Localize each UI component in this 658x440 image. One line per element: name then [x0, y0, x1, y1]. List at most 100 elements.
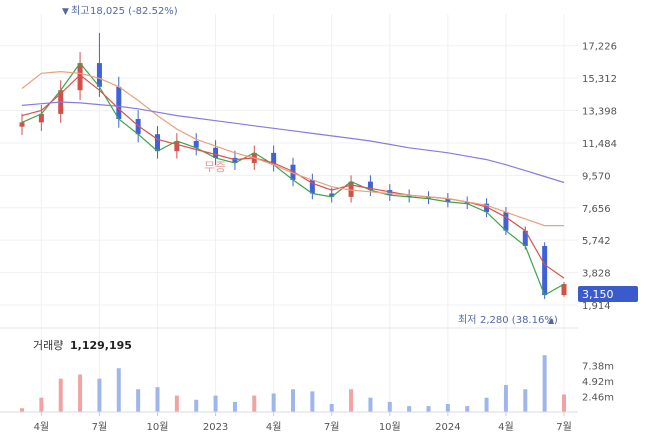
- volume-bar: [387, 401, 392, 412]
- candle-body: [213, 147, 219, 158]
- current-price-value: 3,150: [582, 288, 614, 301]
- y-tick-label: 13,398: [582, 107, 617, 118]
- candle-body: [19, 122, 25, 127]
- ma-long-line: [21, 70, 564, 227]
- x-tick-label: 4월: [34, 421, 50, 433]
- moving-averages: [21, 62, 565, 296]
- low-label: 최저: [458, 314, 476, 326]
- x-tick-label: 2023: [203, 422, 228, 433]
- volume-bar: [562, 394, 566, 412]
- volume-bar: [97, 378, 102, 412]
- volume-bar: [20, 408, 24, 412]
- high-marker-icon: ▼: [62, 7, 69, 17]
- volume-bar: [213, 395, 218, 412]
- candle-body: [426, 196, 431, 199]
- volume-bar: [58, 378, 63, 412]
- volume-bar: [116, 368, 121, 412]
- volume-bar: [271, 393, 276, 412]
- volume-bar: [78, 374, 83, 412]
- volume-bar: [542, 355, 547, 412]
- volume-axis: 7.38m 4.92m 2.46m: [582, 361, 614, 403]
- volume-bar: [484, 397, 489, 412]
- time-axis: 4월 7월 10월 2023 4월 7월 10월 2024 4월 7월: [34, 412, 572, 433]
- y-tick-label: 5,742: [582, 236, 611, 247]
- volume-bar: [445, 404, 450, 412]
- volume-bars: [20, 355, 566, 412]
- event-label: 무증: [204, 160, 226, 174]
- volume-bar: [174, 395, 179, 412]
- candle-body: [174, 140, 180, 152]
- volume-label: 거래량: [33, 339, 63, 352]
- y-tick-label: 1,914: [582, 301, 611, 312]
- volume-bar: [136, 389, 141, 412]
- candle-body: [290, 164, 296, 180]
- x-tick-label: 7월: [324, 421, 340, 433]
- volume-bar: [291, 389, 295, 412]
- volume-bar: [523, 389, 528, 412]
- volume-bar: [232, 401, 237, 412]
- volume-bar: [426, 406, 431, 412]
- candle-body: [116, 86, 122, 119]
- volume-bar: [155, 387, 160, 412]
- high-value: 18,025 (-82.52%): [90, 6, 178, 17]
- candle-body: [503, 212, 509, 231]
- candle-body: [271, 152, 277, 165]
- candle-body: [232, 157, 238, 163]
- y-tick-label: 11,484: [582, 139, 617, 150]
- candle-body: [387, 190, 393, 196]
- y-tick-label: 15,312: [582, 74, 617, 85]
- low-value: 2,280 (38.16%): [480, 315, 558, 326]
- volume-bar: [407, 406, 412, 412]
- x-tick-label: 4월: [266, 421, 282, 433]
- candle-body: [522, 230, 528, 246]
- x-tick-label: 7월: [92, 421, 108, 433]
- y-tick-label: 3,828: [582, 269, 611, 280]
- x-tick-label: 10월: [379, 421, 401, 433]
- ma-xlong-line: [21, 101, 565, 184]
- candle-body: [96, 63, 102, 87]
- x-tick-label: 7월: [556, 421, 572, 433]
- candle-body: [309, 179, 315, 194]
- ma-short-line: [21, 62, 565, 296]
- candle-body: [77, 63, 83, 91]
- candle-body: [561, 284, 567, 296]
- candle-body: [135, 118, 141, 135]
- candlesticks: [19, 32, 567, 299]
- current-price-tag: 3,150: [578, 286, 638, 302]
- price-grid: [0, 45, 578, 306]
- volume-tick-label: 4.92m: [582, 377, 614, 388]
- y-tick-label: 7,656: [582, 204, 611, 215]
- volume-bar: [503, 385, 508, 412]
- x-tick-label: 2024: [435, 422, 460, 433]
- candle-body: [38, 113, 44, 123]
- candle-body: [484, 203, 490, 213]
- candle-body: [542, 245, 548, 296]
- candle-body: [406, 195, 412, 197]
- candle-body: [445, 198, 451, 202]
- x-tick-label: 10월: [147, 421, 169, 433]
- candle-body: [367, 181, 373, 191]
- volume-bar: [39, 397, 44, 412]
- volume-bar: [194, 399, 199, 412]
- y-tick-label: 17,226: [582, 42, 617, 53]
- volume-bar: [349, 389, 354, 412]
- volume-bar: [368, 397, 373, 412]
- candle-body: [155, 134, 160, 152]
- x-tick-label: 4월: [498, 421, 514, 433]
- volume-bar: [310, 391, 315, 412]
- volume-tick-label: 7.38m: [582, 361, 614, 372]
- price-axis: 17,226 15,312 13,398 11,484 9,570 7,656 5,742 3…: [582, 42, 617, 312]
- candle-body: [193, 140, 199, 148]
- y-tick-label: 9,570: [582, 171, 611, 182]
- candle-body: [329, 193, 335, 197]
- volume-tick-label: 2.46m: [582, 392, 614, 403]
- volume-bar: [329, 404, 334, 412]
- volume-bar: [252, 395, 257, 412]
- volume-value: 1,129,195: [70, 339, 132, 352]
- high-label: 최고: [71, 5, 89, 17]
- low-marker-icon: ▲: [548, 316, 555, 325]
- time-grid: [40, 14, 565, 412]
- candle-body: [464, 201, 470, 204]
- current-price-badge: [578, 286, 638, 302]
